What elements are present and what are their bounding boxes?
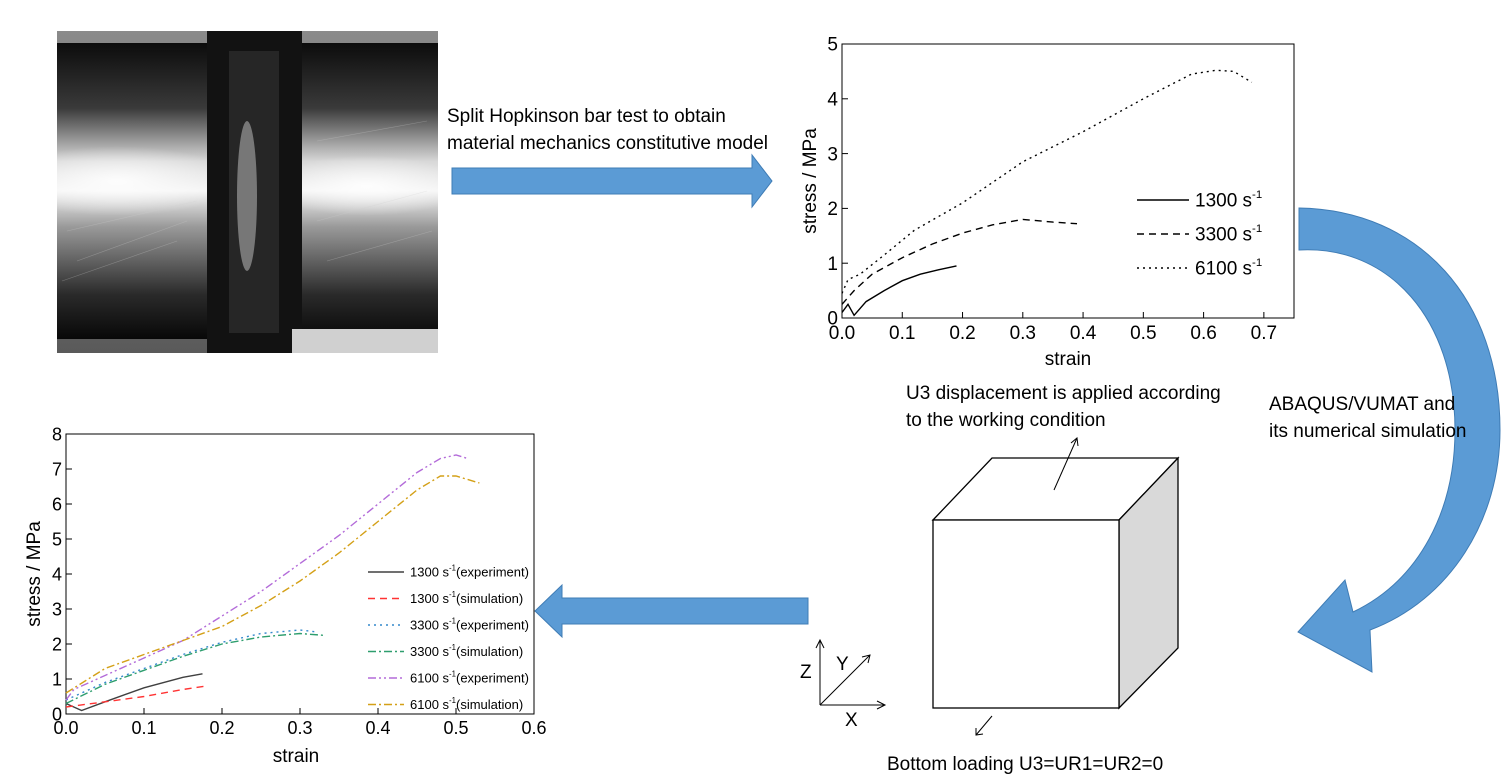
chart1-xlabel: strain <box>1045 349 1091 370</box>
axis-x-label: X <box>845 710 858 731</box>
chart2-xlabel: strain <box>273 746 319 767</box>
c1-xtick-label: 0.4 <box>1070 323 1097 344</box>
arrow-left-results <box>534 583 809 639</box>
c2-ytick-label: 2 <box>52 634 62 654</box>
arrow-right-shpb <box>451 153 773 209</box>
chart2-frame <box>65 433 535 715</box>
c2-ytick-label: 3 <box>52 599 62 619</box>
c2-xtick-label: 0.2 <box>209 718 234 738</box>
c2-series-line-1 <box>65 685 207 708</box>
c1-legend-label: 1300 s-1 <box>1195 189 1262 212</box>
c1-legend-label: 6100 s-1 <box>1195 257 1262 280</box>
c2-series-line-3 <box>65 632 324 705</box>
chart-comparison: 0.0 0.1 0.2 0.3 0.4 0.5 0.6 0 1 2 3 4 5 6 7 8 1300 s-1(… <box>24 424 547 767</box>
c2-ytick-label: 6 <box>52 494 62 514</box>
c2-xtick-label: 0.6 <box>521 718 546 738</box>
axis-z-label: Z <box>800 662 812 683</box>
c2-ytick-label: 0 <box>52 704 62 724</box>
c2-xtick-label: 0.4 <box>365 718 390 738</box>
c2-legend-label: 6100 s-1(experiment) <box>410 670 529 686</box>
c1-xtick-label: 0.3 <box>1010 323 1036 344</box>
c2-xtick-label: 0.5 <box>443 718 468 738</box>
u3-pointer-arrow <box>1053 437 1079 491</box>
u3-label-line2: to the working condition <box>906 410 1106 431</box>
c2-legend-label: 3300 s-1(simulation) <box>410 643 523 659</box>
c2-legend-label: 6100 s-1(simulation) <box>410 696 523 712</box>
c1-xtick-label: 0.2 <box>949 323 975 344</box>
c1-xtick-label: 0.7 <box>1251 323 1277 344</box>
abaqus-label-line2: its numerical simulation <box>1269 421 1467 442</box>
c1-series-line-0 <box>841 265 957 317</box>
c2-series-line-0 <box>65 673 203 712</box>
c2-series-line-5 <box>65 475 480 694</box>
c1-ytick-label: 2 <box>827 199 838 220</box>
shpb-label-line1: Split Hopkinson bar test to obtain <box>447 106 726 127</box>
cube-front-face <box>932 519 1120 709</box>
bottom-loading-label: Bottom loading U3=UR1=UR2=0 <box>887 754 1164 775</box>
arrow-curved-abaqus <box>1297 207 1501 673</box>
c1-ytick-label: 1 <box>827 254 838 275</box>
c2-legend-label: 1300 s-1(simulation) <box>410 590 523 606</box>
abaqus-label-line1: ABAQUS/VUMAT and <box>1269 394 1456 415</box>
chart2-ylabel: stress / MPa <box>24 521 45 627</box>
c1-xtick-label: 0.1 <box>889 323 915 344</box>
axis-y-label: Y <box>836 654 849 675</box>
c2-series-line-4 <box>65 454 468 701</box>
c1-xtick-label: 0.5 <box>1130 323 1156 344</box>
c1-series-line-1 <box>841 218 1078 305</box>
c2-ytick-label: 8 <box>52 424 62 444</box>
c2-xtick-label: 0.1 <box>131 718 156 738</box>
c2-xtick-label: 0.0 <box>53 718 78 738</box>
c2-ytick-label: 1 <box>52 669 62 689</box>
c2-legend-label: 1300 s-1(experiment) <box>410 564 529 580</box>
shpb-label-line2: material mechanics constitutive model <box>447 133 769 154</box>
c2-xtick-label: 0.3 <box>287 718 312 738</box>
c1-ytick-label: 3 <box>827 144 838 165</box>
c1-ytick-label: 5 <box>827 35 838 56</box>
c2-ytick-label: 7 <box>52 459 62 479</box>
chart-constitutive: 0.0 0.1 0.2 0.3 0.4 0.5 0.6 0.7 0 1 2 3 4 5 1300 s-1 3… <box>800 35 1295 370</box>
specimen-photo <box>57 31 438 353</box>
c2-ytick-label: 4 <box>52 564 62 584</box>
cube-diagram: Z Y X <box>800 437 1180 736</box>
axis-triad <box>815 638 887 710</box>
c1-xtick-label: 0.0 <box>829 323 855 344</box>
bottom-pointer-arrow <box>975 715 993 736</box>
c2-series-line-2 <box>65 629 316 701</box>
chart1-ylabel: stress / MPa <box>800 128 821 234</box>
c1-legend-label: 3300 s-1 <box>1195 223 1262 246</box>
c2-legend-label: 3300 s-1(experiment) <box>410 617 529 633</box>
u3-label-line1: U3 displacement is applied according <box>906 383 1221 404</box>
c2-ytick-label: 5 <box>52 529 62 549</box>
c1-xtick-label: 0.6 <box>1190 323 1216 344</box>
chart1-frame <box>841 43 1295 319</box>
c1-ytick-label: 4 <box>827 89 838 110</box>
c1-ytick-label: 0 <box>827 309 838 330</box>
